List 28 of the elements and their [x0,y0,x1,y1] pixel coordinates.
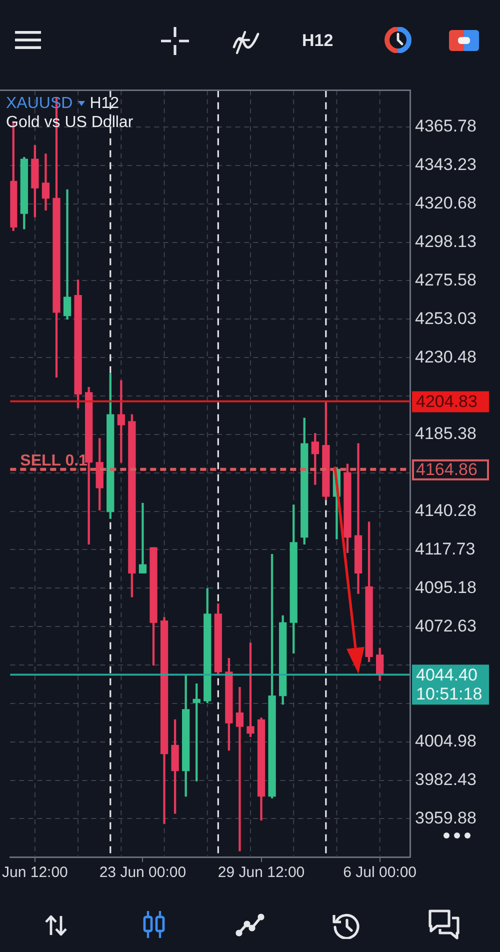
x-tick-label: 23 Jun 00:00 [99,864,186,882]
x-tick-label: Jun 12:00 [2,864,68,882]
y-tick-label: 4117.73 [415,539,476,558]
x-tick-label: 29 Jun 12:00 [218,864,305,882]
y-tick-label: 4072.63 [415,616,476,636]
y-tick-label: 4365.78 [415,116,476,136]
ref-line-label: 4204.83 [416,392,478,411]
ref-line-label: 4044.40 10:51:18 [416,665,482,704]
y-tick-label: 4275.58 [415,270,476,290]
annotation: H12 [90,94,120,113]
y-tick-label: 4140.28 [415,500,476,520]
y-tick-label: 4320.68 [415,194,476,213]
y-tick-label: 4343.23 [415,155,476,174]
y-tick-label: 4004.98 [415,732,476,751]
y-tick-label: 3982.43 [415,770,476,789]
ref-line-label: 4164.86 [416,460,478,480]
y-tick-label: 4230.48 [415,347,476,366]
y-tick-label: 4185.38 [415,424,476,444]
y-tick-label: 4253.03 [415,308,476,328]
x-tick-label: 6 Jul 00:00 [343,864,417,882]
candlestick [236,686,244,852]
candlestick [63,189,72,320]
candlestick [138,502,147,574]
y-tick-label: 3959.88 [415,808,476,828]
annotation: SELL 0.1 [20,452,88,470]
y-tick-label: 4095.18 [415,578,476,597]
y-tick-label: 4298.13 [415,232,476,252]
text: H12 [302,31,334,50]
